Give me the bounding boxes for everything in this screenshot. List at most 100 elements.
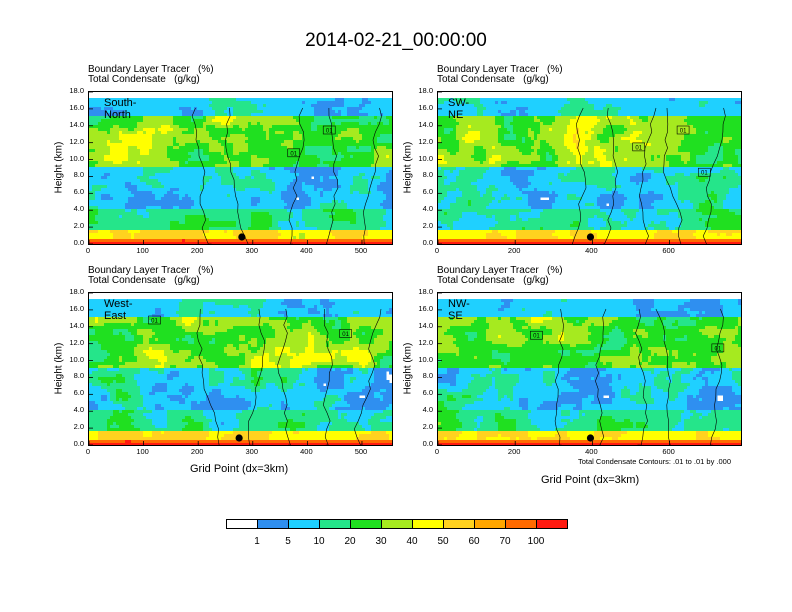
colorbar-label: 30: [375, 536, 387, 547]
x-tick-label: 0: [85, 447, 91, 456]
colorbar-label: 20: [344, 536, 356, 547]
x-tick-label: 400: [585, 246, 598, 255]
y-tick-label: 2.0: [422, 221, 433, 231]
colorbar-swatch: [288, 519, 320, 529]
y-tick-label: 8.0: [422, 371, 433, 381]
y-tick-label: 2.0: [73, 422, 84, 432]
contour-label: 01: [680, 129, 687, 135]
location-marker: [586, 233, 595, 241]
y-tick-label: 2.0: [73, 221, 84, 231]
y-tick-label: 10.0: [69, 354, 84, 364]
condensate-contour: [595, 308, 607, 445]
condensate-contour: [603, 107, 619, 244]
plot-area: 01 01: [88, 292, 393, 446]
y-tick-label: 14.0: [69, 119, 84, 129]
condensate-contour: [322, 308, 333, 445]
condensate-contour: [554, 308, 564, 445]
contour-label-box: [148, 315, 161, 325]
y-tick-label: 14.0: [418, 320, 433, 330]
y-tick-label: 12.0: [418, 136, 433, 146]
panel-title-line1: Boundary Layer Tracer (%): [437, 265, 563, 276]
x-tick-label: 200: [190, 246, 204, 255]
x-tick-label: 200: [507, 246, 521, 255]
contour-label: 01: [151, 319, 158, 325]
condensate-contour: [363, 107, 382, 244]
panel-title-line2: Total Condensate (g/kg): [437, 74, 549, 85]
colorbar-swatch: [319, 519, 351, 529]
panel-title-line1: Boundary Layer Tracer (%): [437, 64, 563, 75]
colorbar-swatch: [443, 519, 475, 529]
condensate-contour: [288, 107, 305, 244]
contour-label-box: [711, 343, 725, 353]
x-tick-label: 0: [85, 246, 91, 255]
y-tick-label: 4.0: [422, 405, 433, 415]
x-tick-label: 400: [300, 246, 313, 255]
y-tick-label: 6.0: [422, 388, 433, 398]
cross-section-label: West-East: [104, 298, 133, 322]
colorbar-swatch: [226, 519, 258, 529]
panel-title-line1: Boundary Layer Tracer (%): [88, 265, 214, 276]
x-tick-label: 0: [434, 246, 440, 255]
y-tick-label: 18.0: [69, 287, 84, 296]
panel-title-line1: Boundary Layer Tracer (%): [88, 64, 214, 75]
x-tick-label: 200: [190, 447, 204, 456]
contour-label: 01: [701, 171, 708, 177]
colorbar-label: 60: [468, 536, 480, 547]
y-tick-label: 6.0: [73, 187, 84, 197]
contour-label: 01: [533, 334, 540, 340]
y-tick-label: 8.0: [73, 371, 84, 381]
heatmap-svg: 01 01: [89, 293, 392, 445]
panel-title-line2: Total Condensate (g/kg): [88, 74, 200, 85]
y-tick-label: 14.0: [418, 119, 433, 129]
y-tick-label: 0.0: [73, 238, 84, 247]
x-tick-label: 300: [245, 246, 259, 255]
colorbar-label: 70: [499, 536, 511, 547]
condensate-contour: [277, 308, 291, 445]
x-tick-label: 600: [662, 447, 675, 456]
contour-label-box: [322, 125, 336, 135]
colorbar-swatch: [412, 519, 444, 529]
contour-label: 01: [326, 129, 333, 135]
y-tick-label: 12.0: [69, 136, 84, 146]
colorbar-label: 1: [254, 536, 260, 547]
y-tick-label: 0.0: [422, 439, 433, 448]
contour-label: 01: [635, 145, 642, 151]
colorbar-label: 40: [406, 536, 418, 547]
contour-label: 01: [342, 332, 349, 338]
y-tick-label: 10.0: [69, 153, 84, 163]
contour-label-box: [698, 167, 711, 177]
y-tick-label: 6.0: [73, 388, 84, 398]
contour-label-box: [339, 329, 352, 338]
x-tick-label: 400: [300, 447, 313, 456]
condensate-contour: [571, 107, 587, 244]
colorbar-swatch: [381, 519, 413, 529]
x-tick-label: 200: [507, 447, 521, 456]
x-tick-label: 500: [354, 447, 368, 456]
colorbar-swatch: [536, 519, 568, 529]
y-tick-label: 4.0: [73, 405, 84, 415]
condensate-contour: [663, 107, 683, 244]
colorbar-label: 50: [437, 536, 449, 547]
condensate-contour: [635, 308, 648, 445]
colorbar-swatch: [350, 519, 382, 529]
y-tick-label: 0.0: [73, 439, 84, 448]
location-marker: [586, 434, 595, 442]
y-tick-label: 4.0: [422, 204, 433, 214]
y-tick-label: 10.0: [418, 153, 433, 163]
condensate-contour: [191, 107, 212, 244]
contour-label-box: [530, 330, 543, 340]
x-tick-label: 400: [585, 447, 598, 456]
x-axis-label: Grid Point (dx=3km): [541, 474, 640, 486]
y-tick-label: 16.0: [418, 102, 433, 112]
cross-section-label: South-North: [104, 97, 137, 121]
colorbar-swatch: [505, 519, 537, 529]
y-tick-label: 4.0: [73, 204, 84, 214]
x-tick-label: 500: [354, 246, 368, 255]
plot-area: 01 01: [88, 91, 393, 245]
y-tick-label: 18.0: [418, 287, 433, 296]
colorbar-label: 5: [285, 536, 291, 547]
y-tick-label: 18.0: [418, 86, 433, 95]
y-tick-label: 12.0: [69, 337, 84, 347]
condensate-contour: [326, 107, 339, 244]
y-tick-label: 16.0: [418, 303, 433, 313]
